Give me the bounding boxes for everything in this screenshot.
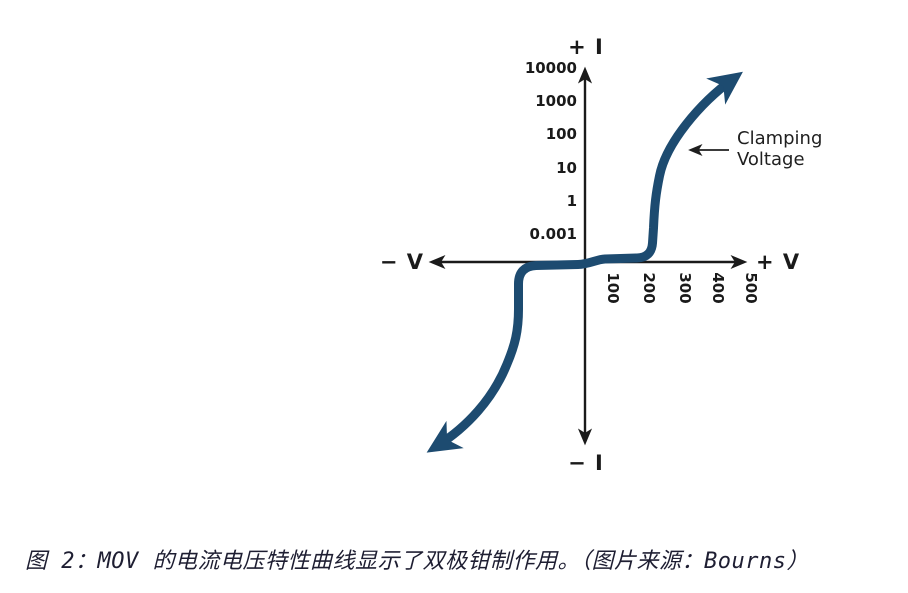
x-tick-label-300: 300 xyxy=(676,272,694,303)
y-axis-negative-label: − I xyxy=(568,451,604,475)
x-tick-label-500: 500 xyxy=(742,272,760,303)
y-axis-positive-label: + I xyxy=(568,35,604,59)
x-axis-positive-label: + V xyxy=(756,250,800,274)
vi-curve-chart: + I − I − V + V 10000 1000 100 10 1 0.00… xyxy=(380,35,823,475)
mov-vi-curve xyxy=(426,71,743,453)
clamping-voltage-label-line1: Clamping xyxy=(737,128,822,149)
y-tick-label-10000: 10000 xyxy=(525,59,577,77)
figure-caption: 图 2：MOV 的电流电压特性曲线显示了双极钳制作用。（图片来源：Bourns） xyxy=(25,549,809,574)
x-tick-label-200: 200 xyxy=(640,272,658,303)
x-tick-label-100: 100 xyxy=(604,272,622,303)
x-axis-negative-label: − V xyxy=(380,250,424,274)
x-tick-label-400: 400 xyxy=(709,272,727,303)
clamping-voltage-label-line2: Voltage xyxy=(737,149,805,170)
y-tick-label-1000: 1000 xyxy=(535,92,577,110)
y-tick-label-1: 1 xyxy=(567,192,577,210)
y-tick-label-100: 100 xyxy=(546,125,577,143)
y-tick-label-10: 10 xyxy=(556,159,577,177)
y-tick-label-0p001: 0.001 xyxy=(530,225,577,243)
